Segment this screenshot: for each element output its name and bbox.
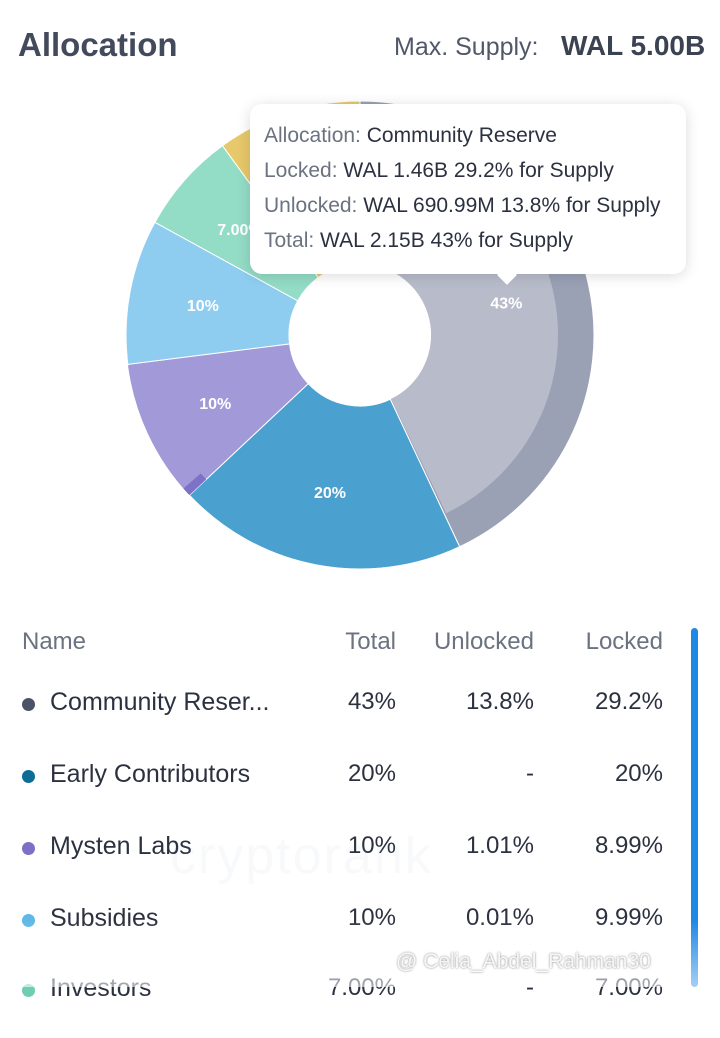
page-title: Allocation <box>18 26 178 63</box>
slice-label-early-contributors: 20% <box>314 485 346 502</box>
tooltip-allocation-value: Community Reserve <box>366 124 557 147</box>
tooltip-locked-value: WAL 1.46B 29.2% for Supply <box>343 159 614 182</box>
table-row[interactable]: Community Reser... 43% 13.8% 29.2% <box>0 680 720 752</box>
row-locked: 20% <box>614 760 663 787</box>
max-supply-value: WAL 5.00B <box>561 30 706 61</box>
row-locked: 29.2% <box>594 688 663 715</box>
tooltip-unlocked-value: WAL 690.99M 13.8% for Supply <box>363 194 661 217</box>
tooltip-allocation: Allocation: Community Reserve <box>264 124 557 148</box>
slice-highlight <box>140 345 302 486</box>
column-header-locked[interactable]: Locked <box>585 628 663 655</box>
row-unlocked: 1.01% <box>465 832 534 859</box>
column-header-total[interactable]: Total <box>345 628 396 655</box>
row-total: 43% <box>347 688 396 715</box>
table-scrollbar[interactable] <box>691 628 698 987</box>
row-locked: 8.99% <box>594 832 663 859</box>
max-supply-label: Max. Supply: <box>394 33 539 61</box>
row-total: 10% <box>347 832 396 859</box>
slice-edge <box>128 363 198 495</box>
allocation-header: Allocation Max. Supply: WAL 5.00B <box>0 0 720 90</box>
row-unlocked: - <box>526 760 534 787</box>
series-color-dot <box>22 698 35 711</box>
slice-label-subsidies: 10% <box>187 298 219 315</box>
series-color-dot <box>22 842 35 855</box>
column-header-name[interactable]: Name <box>22 628 87 655</box>
slice-shade <box>183 473 207 496</box>
slice-label-mysten-labs: 10% <box>199 396 231 413</box>
tooltip-total-key: Total: <box>264 229 315 252</box>
table-row[interactable]: Mysten Labs 10% 1.01% 8.99% <box>0 824 720 896</box>
tooltip-locked: Locked: WAL 1.46B 29.2% for Supply <box>264 159 614 183</box>
tooltip-total: Total: WAL 2.15B 43% for Supply <box>264 229 573 253</box>
tooltip-allocation-key: Allocation: <box>264 124 361 147</box>
tooltip-unlocked: Unlocked: WAL 690.99M 13.8% for Supply <box>264 194 661 218</box>
tooltip-total-value: WAL 2.15B 43% for Supply <box>320 229 573 252</box>
series-color-dot <box>22 770 35 783</box>
donut-hole <box>289 264 431 406</box>
watermark-text: @ Celia_Abdel_Rahman30 <box>396 950 651 973</box>
row-total: 20% <box>347 760 396 787</box>
row-name: Early Contributors <box>50 760 251 788</box>
slice-label-community-reserve: 43% <box>490 295 522 312</box>
row-unlocked: 13.8% <box>465 688 534 715</box>
chart-tooltip: Allocation: Community Reserve Locked: WA… <box>250 104 686 274</box>
column-header-unlocked[interactable]: Unlocked <box>433 628 534 655</box>
row-name: Community Reser... <box>50 688 270 716</box>
bottom-fade <box>0 920 720 987</box>
slice-early-contributors[interactable]: 20% <box>188 382 461 570</box>
row-name: Mysten Labs <box>50 832 192 860</box>
watermark-logo: cryptorank <box>170 827 433 885</box>
tooltip-unlocked-key: Unlocked: <box>264 194 358 217</box>
tooltip-locked-key: Locked: <box>264 159 338 182</box>
slice-mysten-labs[interactable]: 10% <box>127 343 309 496</box>
table-row[interactable]: Early Contributors 20% - 20% <box>0 752 720 824</box>
